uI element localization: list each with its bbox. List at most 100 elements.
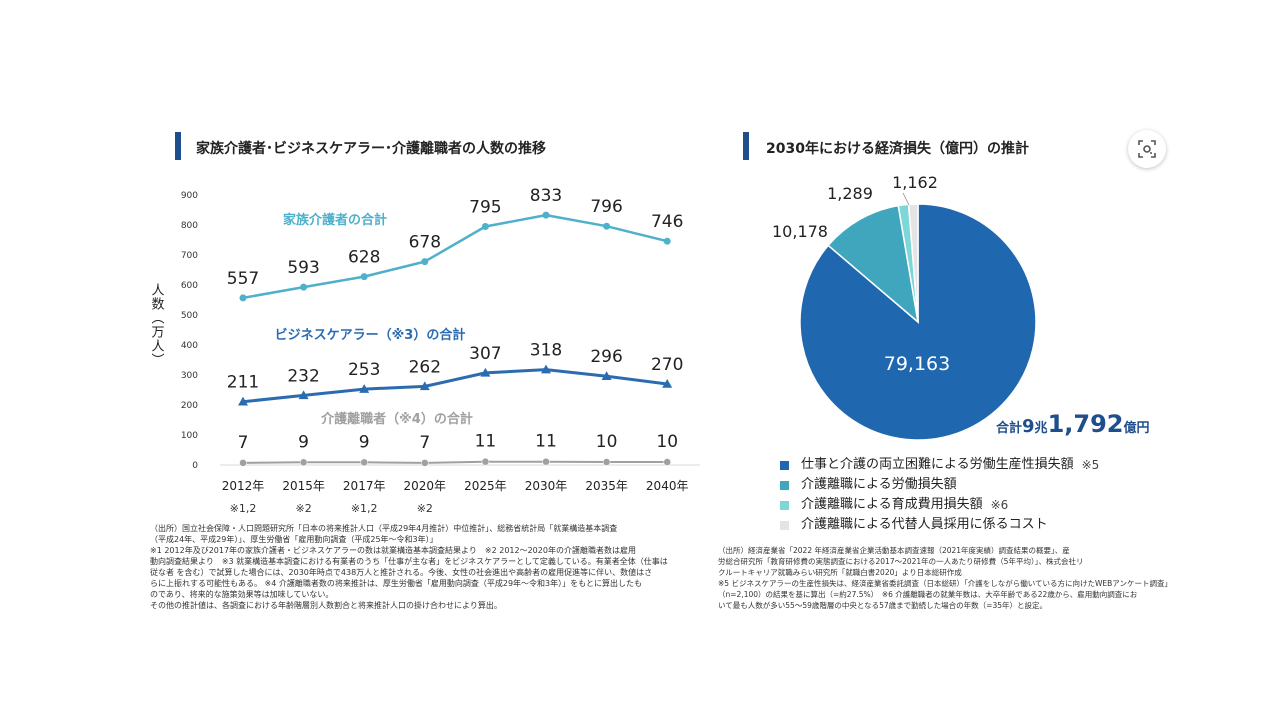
y-tick-label: 700 bbox=[181, 251, 198, 261]
business-carer-point bbox=[298, 390, 309, 400]
pie-value-label: 1,289 bbox=[827, 184, 873, 203]
right-source-notes: （出所）経済産業省「2022 年経済産業省企業活動基本調査速報（2021年度実績… bbox=[718, 545, 1172, 611]
care-leaver-point bbox=[602, 458, 611, 466]
x-tick-label: 2035年 bbox=[585, 479, 628, 493]
source-line: ※1 2012年及び2017年の家族介護者・ビジネスケアラーの数は就業構造基本調… bbox=[150, 546, 636, 555]
x-tick-label: 2015年 bbox=[282, 479, 325, 493]
visual-search-button[interactable] bbox=[1128, 130, 1166, 168]
pie-total-prefix: 合計 bbox=[996, 421, 1023, 436]
business-carer-point bbox=[359, 384, 370, 393]
legend-swatch bbox=[780, 520, 789, 530]
business-carer-point bbox=[662, 379, 673, 388]
source-line: その他の推計値は、各調査における年齢階層別人数割合と将来推計人口の掛け合わせによ… bbox=[150, 601, 502, 610]
data-label: 9 bbox=[298, 432, 309, 452]
source-line: 労総合研究所「教育研修費の実態調査における2017～2021年の一人あたり研修費… bbox=[718, 557, 1084, 566]
care-leaver-point bbox=[481, 457, 490, 466]
pie-value-label: 10,178 bbox=[772, 222, 828, 241]
data-label: 270 bbox=[651, 355, 683, 375]
x-tick-note: ※1,2 bbox=[230, 502, 257, 515]
pie-total-chou-unit: 兆 bbox=[1034, 421, 1048, 436]
y-tick-label: 0 bbox=[192, 461, 198, 471]
x-tick-note: ※2 bbox=[417, 502, 433, 515]
data-label: 7 bbox=[238, 433, 249, 453]
data-label: 262 bbox=[409, 357, 441, 377]
legend-note: ※5 bbox=[1081, 458, 1100, 472]
x-tick-label: 2030年 bbox=[525, 479, 568, 493]
pie-legend: 仕事と介護の両立困難による労働生産性損失額 ※5 介護離職による労働損失額 介護… bbox=[780, 455, 1099, 535]
right-chart-title: 2030年における経済損失（億円）の推計 bbox=[766, 141, 1029, 157]
source-line: らに上振れする可能性もある。 ※4 介護離職者数の将来推計は、厚生労働省「雇用動… bbox=[150, 579, 642, 588]
data-label: 795 bbox=[469, 198, 501, 218]
data-label: 11 bbox=[475, 432, 497, 452]
y-tick-label: 100 bbox=[181, 431, 198, 441]
family-caregiver-point bbox=[663, 237, 671, 245]
series-name-label: 介護離職者（※4）の合計 bbox=[320, 411, 473, 427]
data-label: 628 bbox=[348, 248, 380, 268]
left-title-bar bbox=[175, 132, 181, 160]
left-source-notes: （出所）国立社会保障・人口問題研究所「日本の将来推計人口（平成29年4月推計）中… bbox=[150, 523, 668, 611]
y-tick-label: 500 bbox=[181, 311, 198, 321]
family-caregiver-line bbox=[242, 213, 668, 300]
data-label: 746 bbox=[651, 212, 683, 232]
business-carer-point bbox=[419, 381, 430, 391]
legend-label: 介護離職による労働損失額 bbox=[801, 477, 957, 492]
family-caregiver-point bbox=[239, 294, 247, 302]
business-carer-point bbox=[541, 364, 551, 374]
legend-item-labor-loss: 介護離職による労働損失額 bbox=[780, 475, 1099, 495]
x-tick-label: 2020年 bbox=[404, 479, 447, 493]
right-title-bar bbox=[743, 132, 749, 160]
data-label: 796 bbox=[590, 197, 622, 217]
y-tick-label: 200 bbox=[181, 401, 198, 411]
source-line: 従な者 を含む）で試算した場合には、2030年時点で438万人と推計される。今後… bbox=[150, 568, 653, 577]
family-caregiver-point bbox=[603, 222, 611, 230]
source-line: のであり、将来的な施策効果等は加味していない。 bbox=[150, 590, 334, 599]
care-leaver-point bbox=[663, 458, 671, 466]
business-carer-line bbox=[242, 368, 668, 404]
x-tick-label: 2040年 bbox=[646, 479, 689, 493]
legend-swatch bbox=[780, 480, 789, 490]
pie-slice-labor-loss bbox=[827, 204, 920, 324]
source-line: クルートキャリア就職みらい研究所「就職白書2020」より日本総研作成 bbox=[718, 568, 962, 577]
source-line: 動向調査結果より ※3 就業構造基本調査における有業者のうち「仕事が主な者」をビ… bbox=[150, 557, 668, 566]
care-leaver-point bbox=[542, 457, 550, 466]
source-line: いて最も人数が多い55～59歳階層の中央となる57歳まで勤続した場合の年数（=3… bbox=[718, 601, 1048, 610]
legend-label: 仕事と介護の両立困難による労働生産性損失額 bbox=[801, 457, 1074, 472]
y-tick-label: 900 bbox=[181, 191, 198, 201]
data-label: 557 bbox=[227, 269, 259, 289]
source-line: （出所）国立社会保障・人口問題研究所「日本の将来推計人口（平成29年4月推計）中… bbox=[150, 524, 618, 533]
legend-item-productivity: 仕事と介護の両立困難による労働生産性損失額 ※5 bbox=[780, 455, 1099, 475]
care-leaver-point bbox=[360, 458, 368, 467]
business-carer-point bbox=[238, 396, 248, 406]
care-leaver-point bbox=[421, 459, 429, 467]
legend-label: 介護離職による育成費用損失額 bbox=[801, 497, 983, 512]
pie-total-chou: 9 bbox=[1022, 416, 1035, 437]
x-tick-note: ※1,2 bbox=[351, 502, 378, 515]
source-line: （平成24年、平成29年）」、厚生労働省「雇用動向調査（平成25年～令和3年）」 bbox=[150, 535, 438, 544]
business-carer-point bbox=[601, 371, 612, 380]
pie-total: 合計9兆1,792億円 bbox=[996, 410, 1186, 438]
data-label: 10 bbox=[656, 432, 678, 452]
legend-item-replacement-cost: 介護離職による代替人員採用に係るコスト bbox=[780, 515, 1099, 535]
source-line: ※5 ビジネスケアラーの生産性損失は、経済産業省委託調査（日本総研）「介護をしな… bbox=[718, 579, 1172, 588]
source-line: （n=2,100）の結果を基に算出（=約27.5%） ※6 介護離職者の就業年数… bbox=[718, 590, 1138, 599]
pie-chart: 79,163 10,178 1,289 1,162 bbox=[772, 173, 1037, 441]
data-label: 253 bbox=[348, 360, 380, 380]
legend-note: ※6 bbox=[990, 498, 1009, 512]
data-label: 11 bbox=[535, 432, 557, 452]
y-tick-label: 300 bbox=[181, 371, 198, 381]
data-label: 296 bbox=[590, 347, 622, 367]
data-label: 211 bbox=[227, 373, 259, 393]
series-name-label: ビジネスケアラー（※3）の合計 bbox=[275, 327, 466, 343]
data-label: 232 bbox=[287, 366, 319, 386]
pie-leader-line bbox=[902, 192, 910, 206]
pie-value-label: 1,162 bbox=[892, 173, 938, 192]
pie-total-oku: 1,792 bbox=[1047, 410, 1124, 438]
data-label: 307 bbox=[469, 344, 501, 364]
care-leaver-line bbox=[242, 460, 668, 464]
data-label: 10 bbox=[596, 432, 618, 452]
family-caregiver-point bbox=[481, 223, 489, 230]
family-caregiver-point bbox=[542, 211, 550, 219]
series-name-label: 家族介護者の合計 bbox=[283, 212, 387, 228]
legend-item-training-loss: 介護離職による育成費用損失額 ※6 bbox=[780, 495, 1099, 515]
